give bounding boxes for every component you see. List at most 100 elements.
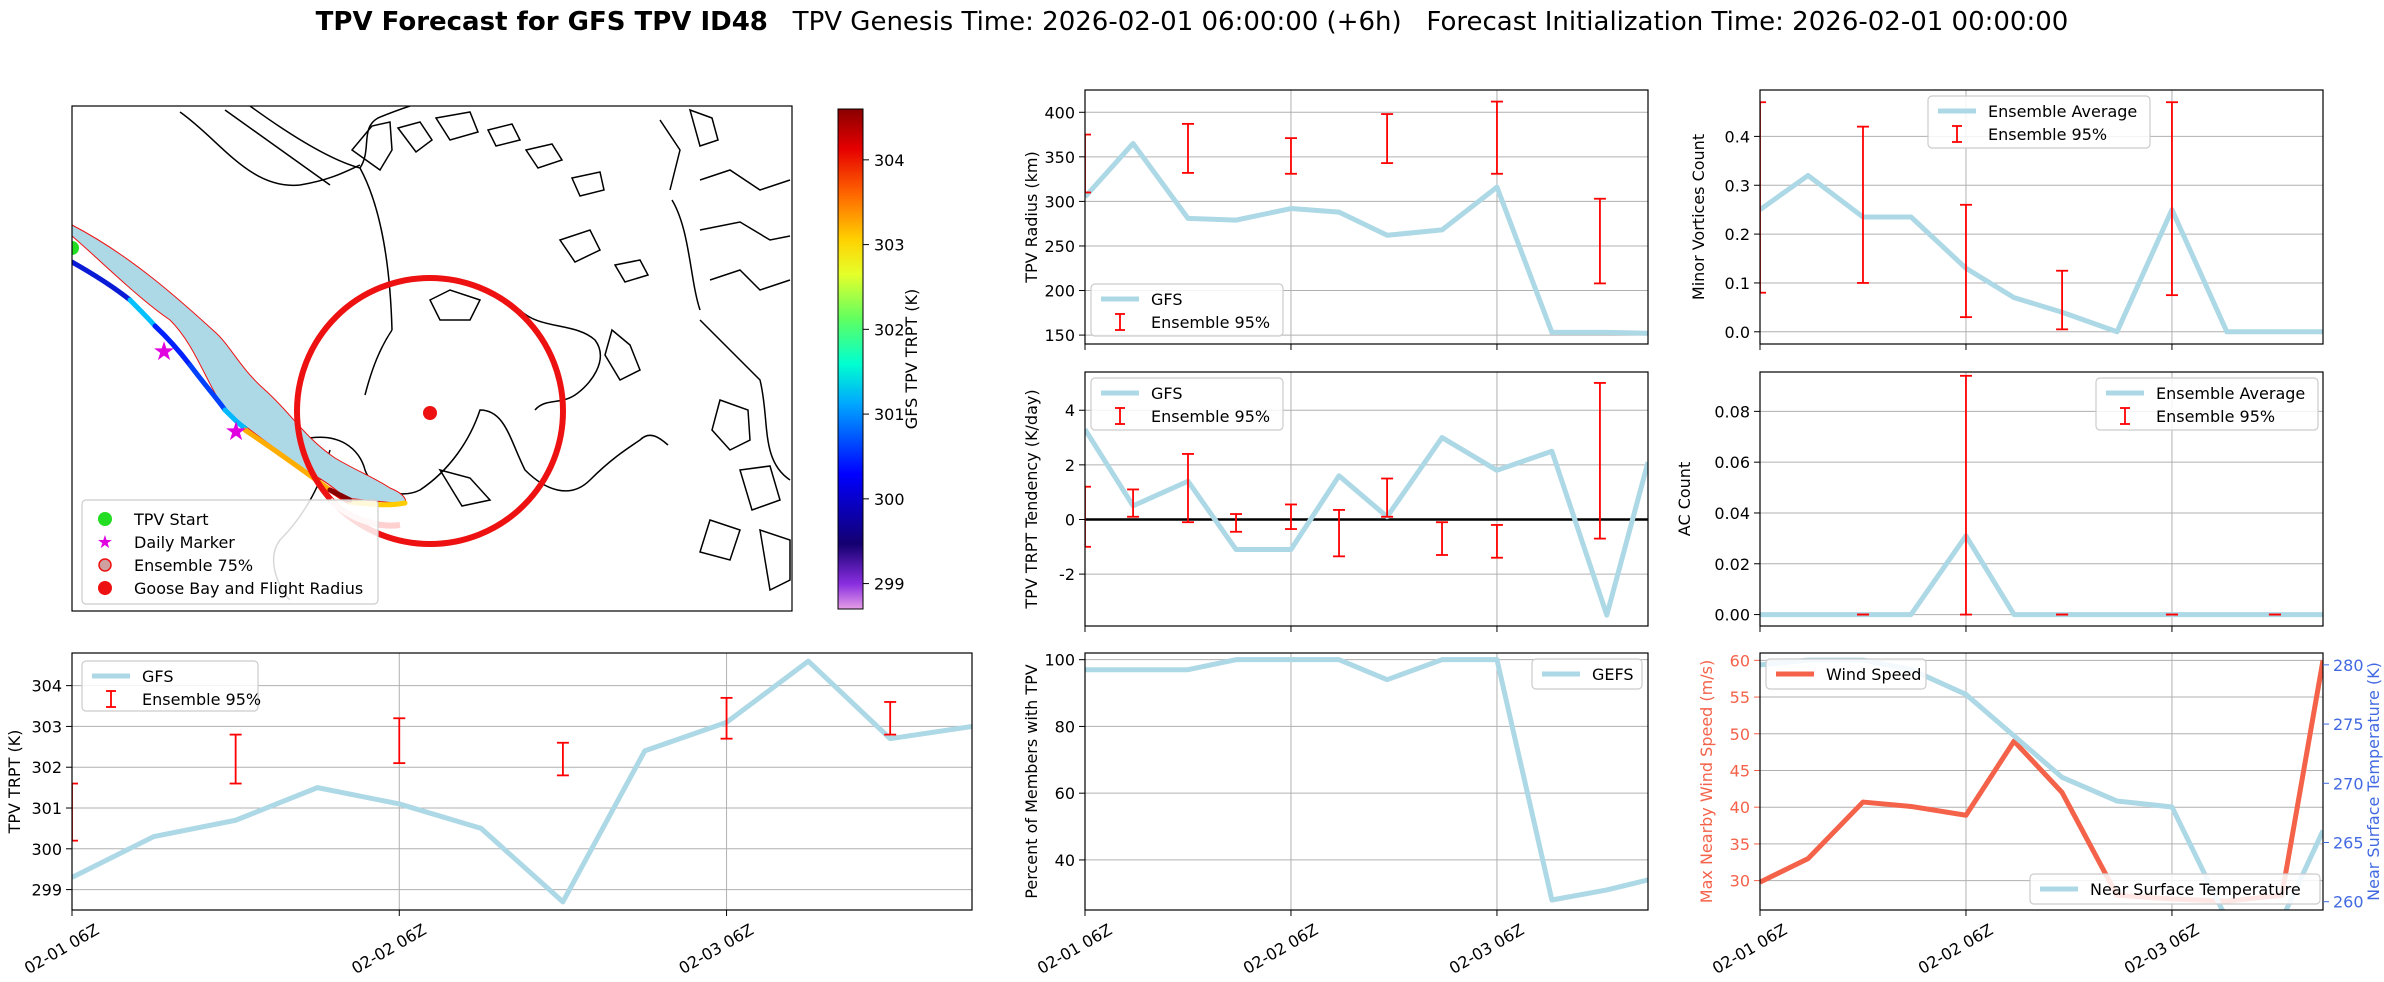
errorbar <box>720 696 733 740</box>
x-tick-label: 02-03 06Z <box>1446 920 1527 978</box>
y-right-tick-label: 260 <box>2333 893 2364 912</box>
plot-area <box>72 658 972 905</box>
chart-percent: 02-01 06Z 02-02 06Z 02-03 06Z 40 60 80 100Perc… <box>1022 651 1649 978</box>
colorbar-tick-label: 303 <box>874 236 905 255</box>
figure-title-rest: TPV Genesis Time: 2026-02-01 06:00:00 (+… <box>768 7 2068 37</box>
y-tick-label: 45 <box>1730 761 1750 780</box>
y-tick-label: 0.06 <box>1714 453 1750 472</box>
colorbar-tick-label: 301 <box>874 405 905 424</box>
y-tick-label: -2 <box>1059 565 1075 584</box>
legend-box <box>1531 658 1643 690</box>
legend-ensemble-icon <box>98 558 112 572</box>
map-legend-4: Goose Bay and Flight Radius <box>134 579 363 598</box>
legend-label: Wind Speed <box>1826 665 1921 684</box>
y-tick-label: 2 <box>1065 456 1075 475</box>
map-legend: TPV Start ★ Daily Marker Ensemble 75% Go… <box>81 499 379 605</box>
y-tick-label: 4 <box>1065 401 1075 420</box>
legend-star-icon: ★ <box>97 532 113 553</box>
x-tick-label: 02-01 06Z <box>1709 920 1790 978</box>
y-tick-label: 0.2 <box>1725 225 1750 244</box>
chart-radius: 150 200 250 300 350 400 TPV Radius (km) GFS Ense… <box>1022 89 1649 350</box>
legend-box <box>2095 377 2319 431</box>
chart-wind_temp: 02-01 06Z 02-02 06Z 02-03 06Z 30 35 40 45 50 55 6… <box>1697 651 2383 978</box>
errorbar <box>1856 125 1869 284</box>
series-line-gfs <box>72 658 972 905</box>
legend-label: Ensemble 95% <box>1988 125 2107 144</box>
plot-area <box>1085 100 1648 336</box>
legend-label: GEFS <box>1592 665 1634 684</box>
errorbar <box>229 733 242 785</box>
y-tick-label: 35 <box>1730 835 1750 854</box>
y-tick-label: 400 <box>1044 103 1075 122</box>
y-tick-label: 0.04 <box>1714 504 1750 523</box>
map-panel: ★ ★ TPV Start ★ Daily Marker Ensemble 75… <box>71 105 921 612</box>
y-axis-label: TPV TRPT (K) <box>5 730 24 835</box>
legend-label: Near Surface Temperature <box>2090 880 2301 899</box>
legend-label: Ensemble 95% <box>2156 407 2275 426</box>
plot-area <box>1085 382 1648 618</box>
tpv-start-marker <box>72 241 79 255</box>
coastlines <box>179 106 791 601</box>
map-legend-1: TPV Start <box>133 510 209 529</box>
errorbar <box>1593 197 1606 285</box>
chart-minor: 0.0 0.1 0.2 0.3 0.4 Minor Vortices Count Ensem… <box>1689 89 2324 350</box>
colorbar-tick-label: 302 <box>874 320 905 339</box>
x-tick-label: 02-03 06Z <box>2121 920 2202 978</box>
axes-frame <box>1759 652 2324 911</box>
y-tick-label: 299 <box>31 881 62 900</box>
legend-box <box>1765 658 1927 690</box>
y-right-tick-label: 265 <box>2333 833 2364 852</box>
colorbar: 304 303 302 301 300 299 GFS TPV TRPT (K) <box>837 108 921 610</box>
y-right-axis-label: Near Surface Temperature (K) <box>2364 662 2383 901</box>
goose-bay-marker <box>423 406 437 420</box>
series-line-ensemble-average <box>1760 172 2323 335</box>
errorbar <box>1490 524 1503 559</box>
axes-frame <box>1084 89 1649 345</box>
errorbar <box>1230 513 1243 533</box>
plot-area <box>1760 374 2323 618</box>
legend: GFS Ensemble 95% <box>1090 283 1284 337</box>
colorbar-gradient <box>837 108 864 610</box>
x-tick-label: 02-02 06Z <box>1240 920 1321 978</box>
y-tick-label: 50 <box>1730 725 1750 744</box>
y-tick-label: 0.1 <box>1725 274 1750 293</box>
y-tick-label: 302 <box>31 758 62 777</box>
errorbar <box>2165 101 2178 297</box>
legend-start-icon <box>98 512 112 526</box>
y-tick-label: 60 <box>1055 784 1075 803</box>
legend-box <box>1927 95 2151 149</box>
y-axis-label: Max Nearby Wind Speed (m/s) <box>1697 660 1716 903</box>
plot-area <box>1760 101 2323 335</box>
legend-label: GFS <box>1151 290 1182 309</box>
axes-frame <box>1084 652 1649 911</box>
y-tick-label: 200 <box>1044 282 1075 301</box>
y-tick-label: 303 <box>31 717 62 736</box>
y-axis-label: Minor Vortices Count <box>1689 134 1708 300</box>
y-tick-label: 300 <box>1044 192 1075 211</box>
daily-marker-2: ★ <box>224 417 247 447</box>
tpv-track <box>72 259 408 508</box>
legend-label: Ensemble 95% <box>1151 407 1270 426</box>
errorbar <box>1760 101 1766 294</box>
y-right-tick-label: 275 <box>2333 715 2364 734</box>
y-tick-label: 55 <box>1730 688 1750 707</box>
axes-frame <box>1759 89 2324 345</box>
y-tick-label: 60 <box>1730 651 1750 670</box>
y-axis-label: Percent of Members with TPV <box>1022 664 1041 898</box>
series-line-ensemble-average <box>1760 533 2323 618</box>
plot-area <box>1085 657 1648 903</box>
y-tick-label: 304 <box>31 677 62 696</box>
x-tick-label: 02-02 06Z <box>1915 920 1996 978</box>
y-tick-label: 30 <box>1730 872 1750 891</box>
colorbar-tick-label: 304 <box>874 151 905 170</box>
errorbar <box>393 717 406 765</box>
colorbar-ticks: 304 303 302 301 300 299 <box>863 151 905 594</box>
legend: Ensemble Average Ensemble 95% <box>1927 95 2151 149</box>
y-tick-label: 250 <box>1044 237 1075 256</box>
chart-trpt: 02-01 06Z 02-02 06Z 02-03 06Z 299 300 301 302 3… <box>5 652 973 978</box>
daily-marker-1: ★ <box>152 337 175 367</box>
y-tick-label: 350 <box>1044 148 1075 167</box>
legend: Wind Speed <box>1765 658 1927 690</box>
errorbar <box>1959 374 1972 616</box>
